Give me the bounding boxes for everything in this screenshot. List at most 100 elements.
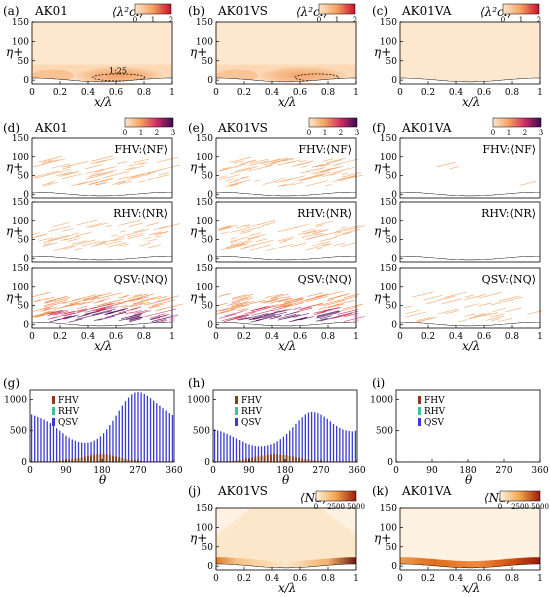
panel-d-qsv-streak — [34, 314, 46, 318]
panel-f-qsv-streak — [416, 316, 431, 322]
panel-d-qsv-streak — [40, 309, 49, 312]
panel-h-xtick-label: 360 — [348, 466, 365, 476]
panel-e-fhv-streak — [249, 158, 269, 164]
panel-e-fhv-streak — [229, 156, 251, 163]
panel-e-qsv-ytick-label: 50 — [202, 302, 214, 312]
panel-d-rhv-streak — [129, 222, 144, 227]
panel-b-ytick-label: 100 — [196, 37, 213, 47]
panel-d-fhv-streak — [126, 173, 151, 181]
panel-d-qsv-streak — [113, 302, 124, 306]
panel-f: 0 1 2 3050100150η+FHV:⟨NF⟩050100150η+RHV:⟨N… — [374, 117, 543, 353]
panel-d-rhv-streak — [52, 221, 70, 227]
panel-i-ytick-label: 0 — [387, 458, 393, 468]
panel-d-qsv-streak — [44, 296, 56, 300]
panel-label-e: (e) — [188, 121, 204, 135]
panel-d-qsv-streak — [105, 312, 115, 316]
panel-e-qsv-streak — [277, 314, 301, 321]
panel-j-cone — [216, 508, 356, 570]
panel-e-qsv-streak — [326, 298, 335, 302]
panel-d-qsv-streak — [147, 303, 164, 309]
panel-d-qsv-streak — [97, 306, 119, 312]
panel-e-qsv-streak — [308, 295, 325, 300]
panel-d-qsv-streak — [83, 297, 98, 302]
panel-d-rhv-streak — [160, 223, 180, 229]
panel-d-rhv-streak — [63, 245, 76, 250]
panel-f-qsv-frame — [399, 267, 541, 329]
panel-e-fhv-streak — [225, 178, 235, 182]
panel-b-colorbar — [318, 3, 356, 15]
panel-g-bar-qsv — [77, 441, 80, 462]
panel-c-ytick-label: 0 — [391, 76, 397, 86]
panel-h-bar-qsv — [267, 445, 269, 462]
panel-e-rhv-ytick-label: 150 — [196, 198, 213, 208]
panel-a-xtick-label: 0.8 — [137, 88, 152, 98]
panel-e-rhv-streak — [305, 236, 319, 240]
panel-d-fhv-streak — [92, 178, 113, 184]
panel-g-bar-qsv — [127, 397, 130, 462]
panel-d-qsv-streak — [130, 310, 142, 314]
panel-c-ytick-label: 50 — [386, 57, 398, 67]
panel-c-xtick-label: 0 — [397, 88, 403, 98]
panel-i-legend-label-rhv: RHV — [424, 407, 446, 417]
panel-k-xtick-label: 0.4 — [449, 574, 464, 584]
panel-c: 0 50 100 150 η+ 0 0.2 0.4 0.6 0.8 1 x/λ 0 1 2 — [374, 3, 543, 109]
panel-h-bar-qsv — [213, 429, 216, 462]
panel-e-qsv-streak — [318, 300, 339, 307]
panel-f-fhv-ylabel: η+ — [374, 160, 391, 174]
panel-h-bar-qsv — [245, 443, 247, 462]
panel-d-rhv-streak — [67, 238, 80, 242]
panel-e-fhv-streak — [319, 163, 331, 167]
panel-h-bar-qsv — [282, 436, 285, 462]
panel-d-qsv-streak — [92, 308, 116, 316]
panel-j-xtick-label: 0.6 — [293, 574, 308, 584]
panel-d-fhv-streak — [95, 169, 104, 173]
panel-e-rhv-streak — [222, 225, 232, 228]
panel-b-xtick-label: 0.8 — [321, 88, 336, 98]
panel-d-rhv-streak — [107, 242, 127, 248]
panel-f-colorbar-tick: 1 — [507, 129, 511, 137]
panel-d-qsv-streak — [93, 300, 105, 304]
panel-c-ylabel: η+ — [374, 45, 391, 59]
panel-d-rhv-streak — [127, 232, 144, 238]
panel-i-xtick-label: 360 — [531, 466, 548, 476]
panel-e-qsv-streak — [293, 313, 310, 318]
panel-g-legend-label-qsv: QSV — [58, 418, 79, 428]
panel-j-ylabel: η+ — [190, 531, 207, 545]
panel-g-bar-qsv — [168, 413, 170, 462]
panel-e-rhv-streak — [218, 224, 238, 231]
panel-e-fhv-streak — [281, 183, 294, 187]
panel-e-qsv-streak — [278, 304, 286, 308]
panel-f-qsv-streak — [505, 307, 522, 313]
panel-a-ytick-label: 50 — [18, 57, 30, 67]
panel-d-fhv-ytick-label: 50 — [18, 172, 30, 182]
panel-h-bar-qsv — [301, 417, 303, 462]
panel-c-xtick-label: 1 — [537, 88, 543, 98]
panel-f-qsv-xtick-label: 0 — [397, 332, 403, 342]
panel-c-ytick-label: 100 — [380, 37, 397, 47]
panel-g-bar-qsv — [165, 410, 167, 462]
panel-e-qsv-streak — [227, 314, 249, 321]
panel-a-ytick-label: 100 — [12, 37, 29, 47]
panel-d-rhv-streak — [60, 238, 68, 241]
panel-e-rhv-streak — [230, 240, 238, 244]
panel-d-rhv-streak — [71, 232, 80, 235]
panel-e-qsv-streak — [271, 297, 278, 300]
panel-h-bar-qsv — [254, 446, 256, 462]
panel-e-rhv-streak — [217, 226, 232, 231]
panel-d-qsv-tag: QSV:⟨NQ⟩ — [114, 273, 168, 286]
panel-label-i: (i) — [372, 376, 385, 390]
panel-d-qsv-streak — [64, 308, 87, 315]
panel-e-rhv-streak — [240, 230, 252, 235]
panel-g-bar-qsv — [71, 439, 73, 462]
panel-g-bar-qsv — [74, 440, 77, 462]
panel-k-xtick-label: 0 — [397, 574, 403, 584]
panel-e-qsv-streak — [307, 292, 324, 297]
panel-k-colorbar — [499, 490, 541, 502]
panel-d-qsv-streak — [44, 295, 68, 303]
panel-e-fhv-ytick-label: 50 — [202, 172, 214, 182]
panel-d-qsv-xlabel: x/λ — [94, 339, 112, 353]
panel-e-fhv-streak — [332, 167, 355, 174]
panel-e-qsv-streak — [255, 318, 263, 321]
